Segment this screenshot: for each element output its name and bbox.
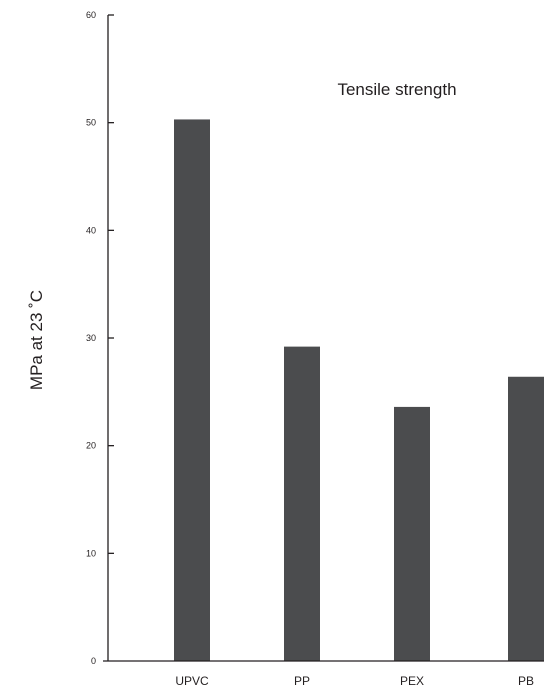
category-labels: UPVC PP PEX PB xyxy=(175,674,534,688)
category-label-pex: PEX xyxy=(400,674,424,688)
y-tick-label: 30 xyxy=(86,333,96,343)
category-label-pp: PP xyxy=(294,674,310,688)
category-label-upvc: UPVC xyxy=(175,674,209,688)
y-axis-label: MPa at 23 ˚C xyxy=(27,290,46,390)
y-tick-label: 50 xyxy=(86,118,96,128)
y-tick-label: 40 xyxy=(86,225,96,235)
y-axis-ticks: 0 10 20 30 40 50 60 xyxy=(86,10,114,666)
bar-pp xyxy=(284,346,320,661)
chart-title: Tensile strength xyxy=(337,80,456,99)
category-label-pb: PB xyxy=(518,674,534,688)
bar-upvc xyxy=(174,119,210,662)
y-tick-label: 0 xyxy=(91,656,96,666)
y-tick-label: 10 xyxy=(86,548,96,558)
y-tick-label: 60 xyxy=(86,10,96,20)
bars xyxy=(174,119,544,662)
y-tick-label: 20 xyxy=(86,441,96,451)
bar-pb xyxy=(508,376,544,661)
bar-pex xyxy=(394,406,430,661)
